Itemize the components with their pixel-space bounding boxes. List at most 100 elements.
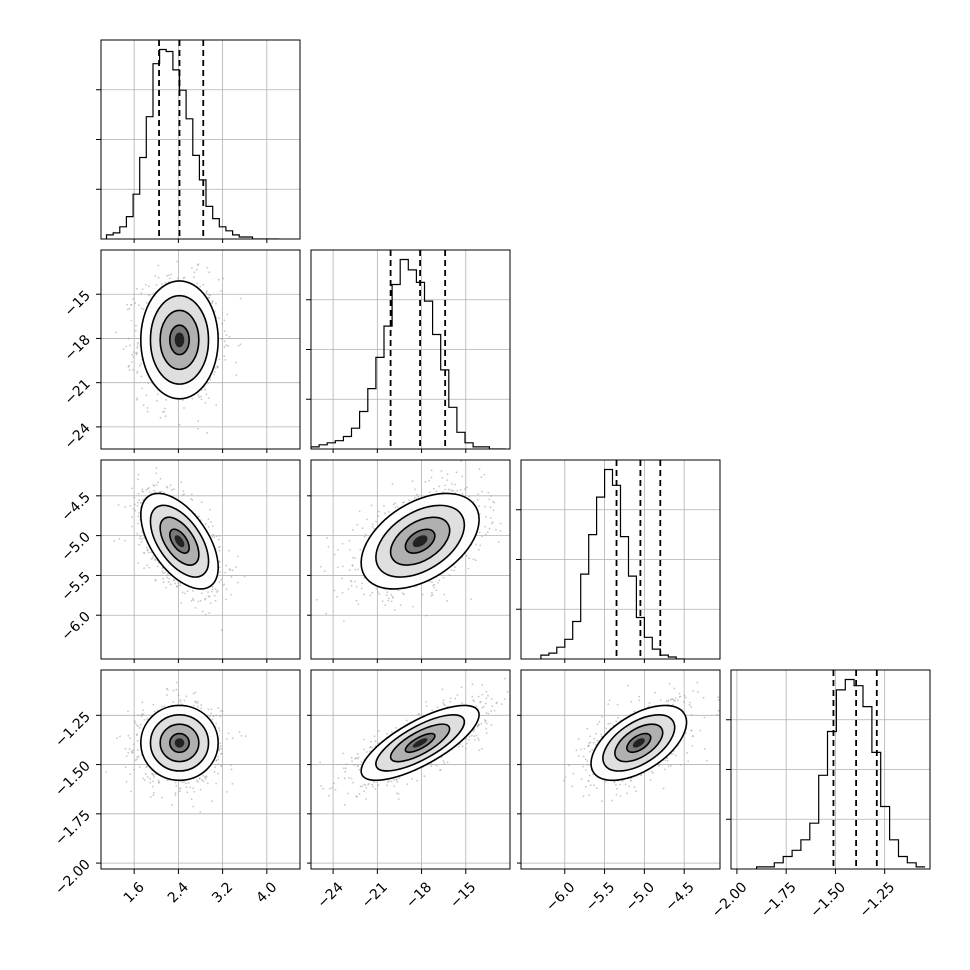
sample-point [215, 535, 218, 537]
sample-point [174, 794, 177, 797]
sample-point [228, 336, 231, 338]
density-core [412, 535, 428, 548]
scatter-panel-1-2 [310, 451, 533, 660]
sample-point [373, 735, 376, 738]
sample-point [492, 509, 495, 512]
sample-point [139, 364, 141, 367]
sample-point [173, 578, 175, 581]
sample-point [156, 565, 159, 568]
sample-point [444, 488, 446, 491]
sample-point [210, 590, 213, 593]
sample-point [201, 779, 203, 781]
sample-point [352, 529, 354, 531]
sample-point [443, 593, 446, 596]
sample-point [442, 699, 445, 701]
sample-point [326, 537, 328, 539]
sample-point [336, 595, 338, 598]
sample-point [204, 613, 207, 616]
sample-point [363, 535, 366, 538]
sample-point [357, 603, 360, 605]
sample-point [128, 748, 131, 750]
sample-point [237, 344, 240, 347]
sample-point [196, 705, 199, 708]
contour-level-0 [169, 732, 190, 754]
hist-steps-1 [311, 258, 506, 449]
sample-point [183, 699, 186, 702]
sample-point [197, 700, 199, 703]
sample-point [217, 589, 219, 592]
density-core [174, 738, 185, 748]
sample-point [138, 512, 140, 514]
sample-point [223, 355, 226, 358]
sample-point [170, 273, 173, 276]
sample-point [377, 784, 380, 787]
sample-point [214, 588, 217, 590]
sample-point [204, 778, 207, 780]
sample-point [132, 743, 135, 746]
sample-point [391, 483, 394, 485]
sample-point [365, 751, 368, 753]
sample-point [355, 599, 358, 602]
sample-point [149, 777, 151, 780]
sample-point [157, 276, 160, 279]
sample-point [136, 504, 139, 507]
sample-point [425, 614, 428, 617]
panel-content [101, 670, 300, 869]
sample-point [177, 694, 180, 697]
sample-point [431, 581, 433, 584]
sample-point [447, 488, 450, 491]
sample-point [446, 479, 449, 482]
sample-point [231, 782, 234, 785]
sample-point [227, 345, 229, 347]
sample-point [432, 584, 435, 587]
sample-point [499, 529, 502, 532]
sample-point [193, 790, 196, 793]
sample-point [356, 523, 359, 526]
sample-point [124, 766, 127, 769]
sample-point [461, 492, 464, 495]
sample-point [152, 791, 155, 794]
sample-point [217, 707, 220, 709]
sample-point [141, 701, 144, 704]
sample-point [138, 499, 140, 501]
sample-point [486, 531, 489, 534]
sample-point [212, 533, 215, 536]
sample-point [132, 298, 135, 300]
sample-point [160, 490, 163, 493]
sample-point [148, 566, 151, 569]
sample-point [146, 410, 149, 413]
sample-point [406, 783, 408, 786]
contour-level-3 [140, 492, 219, 590]
sample-point [350, 580, 353, 583]
sample-point [205, 290, 208, 292]
sample-point [531, 451, 533, 453]
sample-point [414, 497, 416, 499]
sample-point [162, 572, 164, 575]
sample-point [206, 266, 209, 269]
sample-point [472, 500, 475, 503]
sample-point [421, 593, 424, 596]
sample-point [145, 301, 148, 304]
sample-point [202, 283, 205, 286]
sample-point [224, 359, 227, 361]
sample-point [192, 590, 194, 592]
sample-point [467, 567, 470, 570]
sample-point [333, 553, 336, 556]
sample-point [217, 755, 220, 758]
sample-point [383, 505, 385, 507]
sample-point [358, 510, 361, 513]
sample-point [351, 760, 353, 763]
sample-point [384, 604, 387, 606]
sample-point [193, 271, 196, 274]
sample-point [194, 701, 197, 703]
sample-point [243, 575, 246, 578]
sample-point [187, 782, 190, 784]
sample-point [437, 582, 439, 584]
sample-point [197, 600, 200, 603]
sample-point [137, 473, 140, 476]
hist-frame-2 [520, 459, 721, 660]
sample-point [377, 515, 380, 517]
sample-point [134, 720, 136, 722]
sample-point [220, 747, 223, 750]
sample-point [166, 274, 169, 277]
